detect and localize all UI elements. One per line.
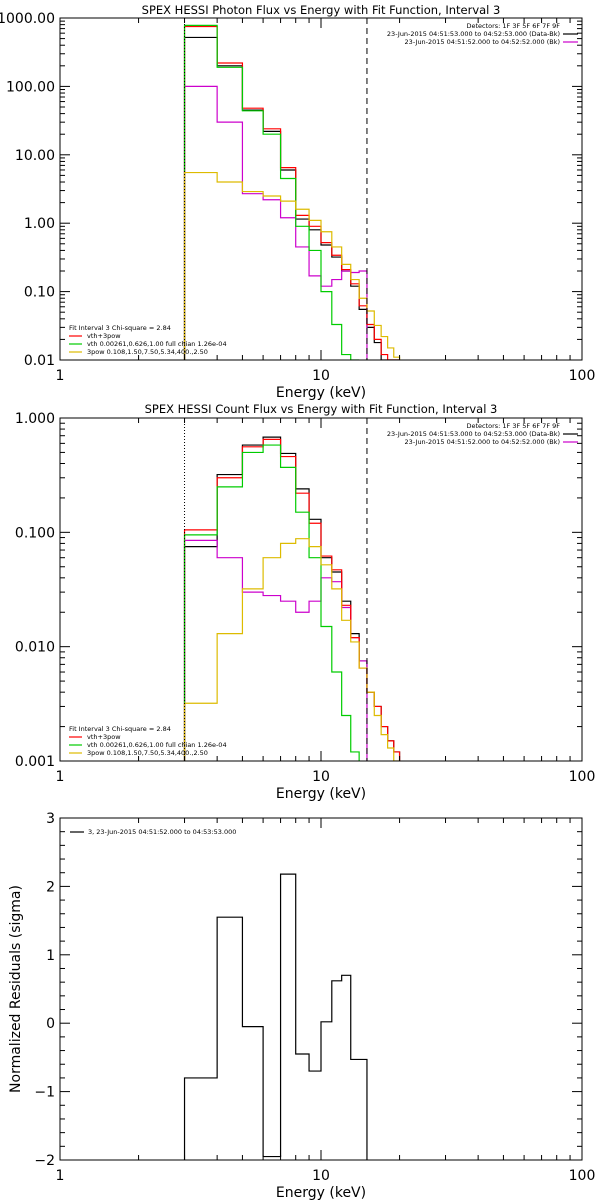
series-group xyxy=(183,436,401,761)
fit-legend-text: vth 0.00261,0.626,1.00 full chian 1.26e-… xyxy=(87,741,227,749)
legend-header: Detectors: 1F 3F 5F 6F 7F 9F xyxy=(466,22,560,30)
x-tick-label: 10 xyxy=(312,368,330,384)
legend-entry-text: 23-Jun-2015 04:51:52.000 to 04:52:52.000… xyxy=(405,438,560,446)
x-axis-label: Energy (keV) xyxy=(276,786,366,802)
y-tick-label: −1 xyxy=(34,1085,55,1101)
y-tick-label: 1000.00 xyxy=(0,11,55,27)
x-axis-label: Energy (keV) xyxy=(276,385,366,401)
legend-entry-text: 23-Jun-2015 04:51:53.000 to 04:52:53.000… xyxy=(387,430,560,438)
y-tick-label: 10.00 xyxy=(15,148,55,164)
plot-frame xyxy=(59,817,583,1161)
series-group xyxy=(183,24,401,360)
legend-entry-text: 23-Jun-2015 04:51:52.000 to 04:52:52.000… xyxy=(405,38,560,46)
x-tick-label: 1 xyxy=(56,1168,65,1184)
y-tick-label: 1 xyxy=(46,948,55,964)
legend-entry-text: 23-Jun-2015 04:51:53.000 to 04:52:53.000… xyxy=(387,30,560,38)
x-tick-label: 1 xyxy=(56,368,65,384)
plot-frame xyxy=(59,17,583,361)
x-tick-label: 10 xyxy=(312,1168,330,1184)
x-axis-label: Energy (keV) xyxy=(276,1185,366,1200)
y-tick-label: 100.00 xyxy=(6,79,55,95)
x-tick-label: 1 xyxy=(56,769,65,785)
fit-legend-text: 3pow 0.108,1.50,7.50,5.34,400.,2.50 xyxy=(87,749,208,757)
fit-legend-header: Fit Interval 3 Chi-square = 2.84 xyxy=(69,324,171,332)
series-line-bk xyxy=(183,85,368,360)
fit-legend-text: vth+3pow xyxy=(87,733,121,741)
fit-legend-text: 3pow 0.108,1.50,7.50,5.34,400.,2.50 xyxy=(87,348,208,356)
y-tick-label: −2 xyxy=(34,1153,55,1169)
y-tick-label: 3 xyxy=(46,811,55,827)
chart-panel-photon: SPEX HESSI Photon Flux vs Energy with Fi… xyxy=(0,3,595,401)
chart-title: SPEX HESSI Photon Flux vs Energy with Fi… xyxy=(142,3,501,17)
fit-legend-text: vth 0.00261,0.626,1.00 full chian 1.26e-… xyxy=(87,340,227,348)
series-line-vth-3pow xyxy=(183,25,400,360)
y-tick-label: 0.01 xyxy=(24,353,55,369)
y-tick-label: 2 xyxy=(46,879,55,895)
y-tick-label: 0.010 xyxy=(15,640,55,656)
legend-entry-text: 3, 23-Jun-2015 04:51:52.000 to 04:53:53.… xyxy=(88,828,236,836)
x-tick-label: 10 xyxy=(312,769,330,785)
y-tick-label: 1.00 xyxy=(24,216,55,232)
series-line-vth xyxy=(183,24,360,360)
y-tick-label: 0.001 xyxy=(15,754,55,770)
fit-legend-header: Fit Interval 3 Chi-square = 2.84 xyxy=(69,725,171,733)
chart-title: SPEX HESSI Count Flux vs Energy with Fit… xyxy=(145,402,498,416)
series-line-vth xyxy=(183,444,360,761)
series-line-3-23-jun-2015-04-51-52-0 xyxy=(183,873,368,1160)
x-tick-label: 100 xyxy=(569,769,596,785)
series-line-3pow xyxy=(183,538,400,761)
series-group xyxy=(183,873,368,1160)
series-line-3pow xyxy=(183,171,401,360)
legend-header: Detectors: 1F 3F 5F 6F 7F 9F xyxy=(466,422,560,430)
x-tick-label: 100 xyxy=(569,1168,596,1184)
y-tick-label: 0.100 xyxy=(15,525,55,541)
y-tick-label: 0.10 xyxy=(24,285,55,301)
chart-panel-count: SPEX HESSI Count Flux vs Energy with Fit… xyxy=(15,402,595,802)
y-axis-label: Normalized Residuals (sigma) xyxy=(8,885,24,1093)
y-tick-label: 1.000 xyxy=(15,411,55,427)
series-line-bk xyxy=(183,539,368,761)
y-tick-label: 0 xyxy=(46,1016,55,1032)
fit-legend-text: vth+3pow xyxy=(87,332,121,340)
series-line-vth-3pow xyxy=(183,438,401,761)
x-tick-label: 100 xyxy=(569,368,596,384)
